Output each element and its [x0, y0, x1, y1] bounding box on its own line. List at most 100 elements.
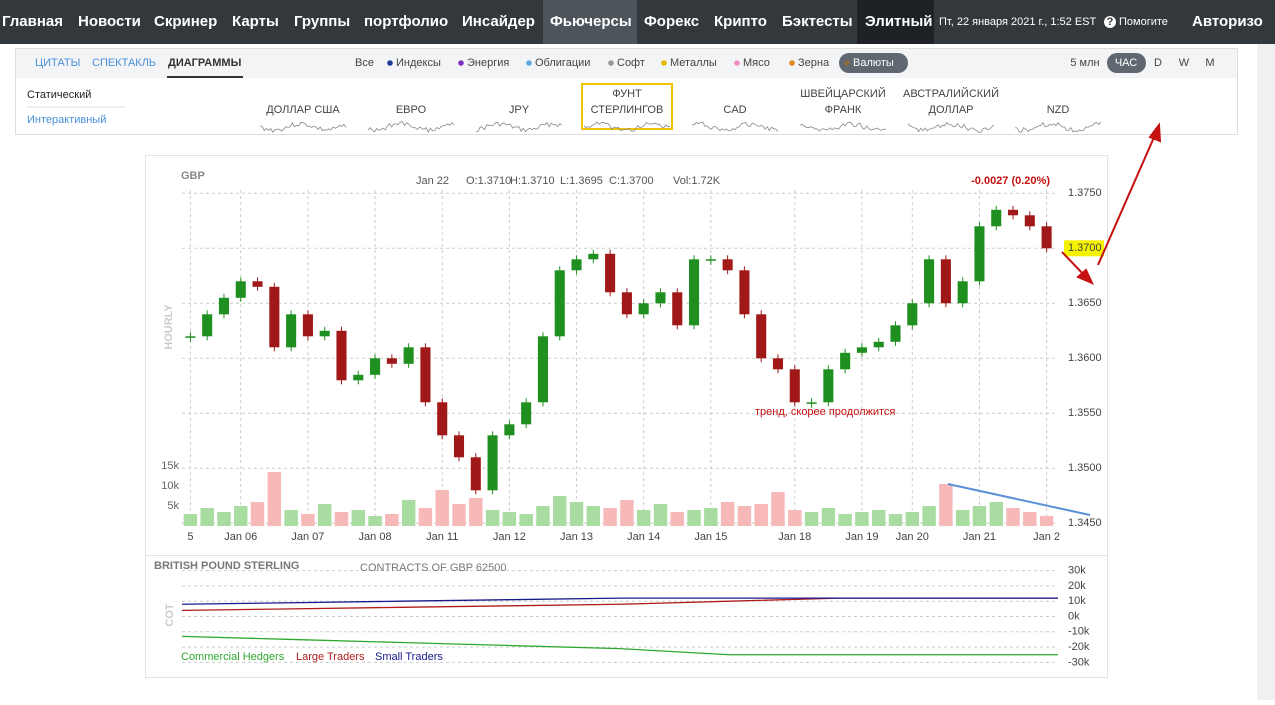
nav-item[interactable]: Карты: [232, 13, 279, 30]
candle: [924, 259, 935, 304]
candle: [302, 314, 313, 337]
candle: [705, 259, 716, 261]
candle: [504, 424, 515, 436]
candle: [235, 281, 246, 298]
nav-item[interactable]: Элитный: [865, 13, 933, 30]
nav-item[interactable]: Главная: [2, 13, 63, 30]
price-chart: 1.3450 1.3500 1.3550 1.3600 1.3650 1.3700 1.37…: [161, 170, 1104, 543]
volume-bar: [435, 490, 449, 526]
nav-item[interactable]: Инсайдер: [462, 13, 535, 30]
candle: [806, 402, 817, 404]
x-tick-label: Jan 18: [778, 531, 811, 543]
filter[interactable]: Все: [355, 57, 374, 69]
ohlc-info: Vol:1.72K: [673, 175, 721, 187]
mini-selected: [581, 83, 673, 130]
y-tick-label: -30k: [1068, 656, 1090, 668]
filter[interactable]: Индексы: [396, 57, 441, 69]
nav-item[interactable]: Крипто: [714, 13, 767, 30]
volume-bar: [250, 502, 265, 526]
mini-label[interactable]: CAD: [723, 104, 746, 116]
nav-item[interactable]: Группы: [294, 13, 350, 30]
filter-dot: [661, 60, 667, 66]
y-tick-label: 1.3600: [1068, 352, 1102, 364]
timeframe[interactable]: W: [1179, 57, 1190, 69]
volume-bar: [855, 512, 869, 526]
ohlc-info: O:1.3710: [466, 175, 511, 187]
tab[interactable]: СПЕКТАКЛЬ: [92, 57, 156, 69]
volume-bar: [485, 510, 500, 526]
volume-tick-label: 5k: [167, 500, 179, 512]
candle: [370, 358, 381, 375]
filter-dot: [844, 60, 850, 66]
candle: [319, 330, 330, 337]
filter[interactable]: Мясо: [743, 57, 770, 69]
nav-help[interactable]: Помогите: [1119, 16, 1168, 28]
nav-item[interactable]: Форекс: [644, 13, 699, 30]
volume-bar: [704, 508, 718, 526]
sparkline: [799, 121, 887, 132]
nav-login[interactable]: Авторизо: [1192, 13, 1263, 30]
mini-label[interactable]: ШВЕЙЦАРСКИЙ: [800, 87, 886, 100]
ohlc-info: L:1.3695: [560, 175, 603, 187]
mini-label[interactable]: ДОЛЛАР: [929, 104, 974, 116]
candle: [571, 259, 582, 271]
volume-bar: [670, 512, 684, 526]
volume-bar: [636, 510, 651, 526]
mini-label[interactable]: JPY: [509, 104, 530, 116]
filter[interactable]: Софт: [617, 57, 645, 69]
y-tick-label: 1.3650: [1068, 297, 1102, 309]
mini-label[interactable]: NZD: [1047, 104, 1070, 116]
tab[interactable]: ЦИТАТЫ: [35, 57, 80, 69]
mini-label[interactable]: ФУНТ: [612, 88, 642, 100]
mode[interactable]: Статический: [27, 89, 91, 101]
candle: [689, 259, 700, 326]
timeframe[interactable]: ЧАС: [1115, 57, 1137, 69]
filter[interactable]: Валюты: [853, 57, 894, 69]
volume-bar: [1006, 508, 1020, 526]
filter[interactable]: Зерна: [798, 57, 830, 69]
x-tick-label: Jan 19: [845, 531, 878, 543]
mini-label[interactable]: ЕВРО: [396, 104, 427, 116]
nav-bar: [0, 0, 1275, 44]
filter[interactable]: Металлы: [670, 57, 717, 69]
candle: [856, 347, 867, 353]
mini-label[interactable]: ДОЛЛАР США: [266, 104, 340, 116]
sparkline: [583, 121, 671, 132]
mode[interactable]: Интерактивный: [27, 114, 106, 126]
x-tick-label: Jan 21: [963, 531, 996, 543]
volume-bar: [771, 492, 785, 526]
timeframe[interactable]: 5 млн: [1070, 57, 1099, 69]
timeframes: 5 млн ЧАС D W M: [1070, 57, 1214, 69]
nav-item[interactable]: Скринер: [154, 13, 217, 30]
volume-bar: [351, 510, 365, 526]
tab-active[interactable]: ДИАГРАММЫ: [168, 57, 242, 69]
volume-bar: [586, 506, 601, 526]
mini-label[interactable]: ФРАНК: [825, 104, 862, 116]
volume-bar: [1039, 516, 1054, 526]
candle: [185, 336, 196, 338]
candle: [353, 374, 364, 381]
timeframe[interactable]: D: [1154, 57, 1162, 69]
volume-bar: [200, 508, 214, 526]
volume-bar: [452, 504, 466, 526]
nav-item[interactable]: Новости: [78, 13, 141, 30]
y-tick-label: -10k: [1068, 626, 1090, 638]
x-tick-label: Jan 20: [896, 531, 929, 543]
ohlc-info: C:1.3700: [609, 175, 654, 187]
volume-bar: [401, 500, 416, 526]
timeframe[interactable]: M: [1205, 57, 1214, 69]
legend-entry: Small Traders: [375, 651, 443, 663]
y-tick-label: 0k: [1068, 610, 1080, 622]
filter[interactable]: Энергия: [467, 57, 509, 69]
nav-item[interactable]: Фьючерсы: [550, 13, 632, 30]
nav-item[interactable]: Бэктесты: [782, 13, 853, 30]
volume-bar: [653, 504, 668, 526]
volume-bar: [939, 484, 953, 526]
nav-item[interactable]: портфолио: [364, 13, 448, 30]
mini-label[interactable]: АВСТРАЛИЙСКИЙ: [903, 87, 999, 100]
mini-label[interactable]: СТЕРЛИНГОВ: [591, 104, 664, 116]
y-tick-label: 1.3500: [1068, 462, 1102, 474]
toolbar-row: [16, 49, 1237, 78]
filter[interactable]: Облигации: [535, 57, 590, 69]
x-tick-label: Jan 2: [1033, 531, 1060, 543]
